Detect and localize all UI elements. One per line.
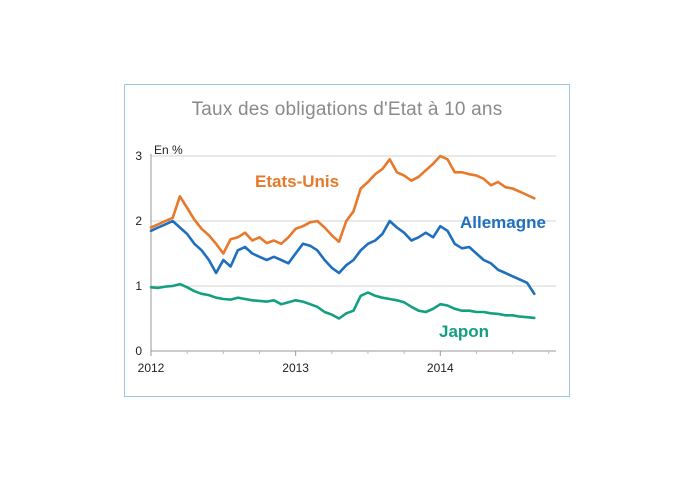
axes: 0 1 2 3 2012 2013 2014 [135,149,556,375]
series-lines [149,154,536,320]
x-tick-label-2014: 2014 [427,361,454,375]
x-tick-label-2013: 2013 [282,361,309,375]
y-tick-label-0: 0 [135,344,142,358]
series-label-etats-unis: Etats-Unis [255,172,339,191]
grid-lines [151,155,556,287]
chart-frame [124,84,570,397]
series-line-japon [149,282,536,320]
x-tick-label-2012: 2012 [138,361,165,375]
series-line-etats-unis [149,154,536,255]
series-label-japon: Japon [439,322,489,341]
chart-title: Taux des obligations d'Etat à 10 ans [191,99,503,120]
series-labels: Etats-Unis Allemagne Japon [255,172,546,341]
series-line-allemagne [149,219,536,296]
y-tick-label-2: 2 [135,214,142,228]
series-label-allemagne: Allemagne [460,213,546,232]
y-tick-label-3: 3 [135,149,142,163]
y-tick-label-1: 1 [135,279,142,293]
unit-label: En % [154,143,183,157]
